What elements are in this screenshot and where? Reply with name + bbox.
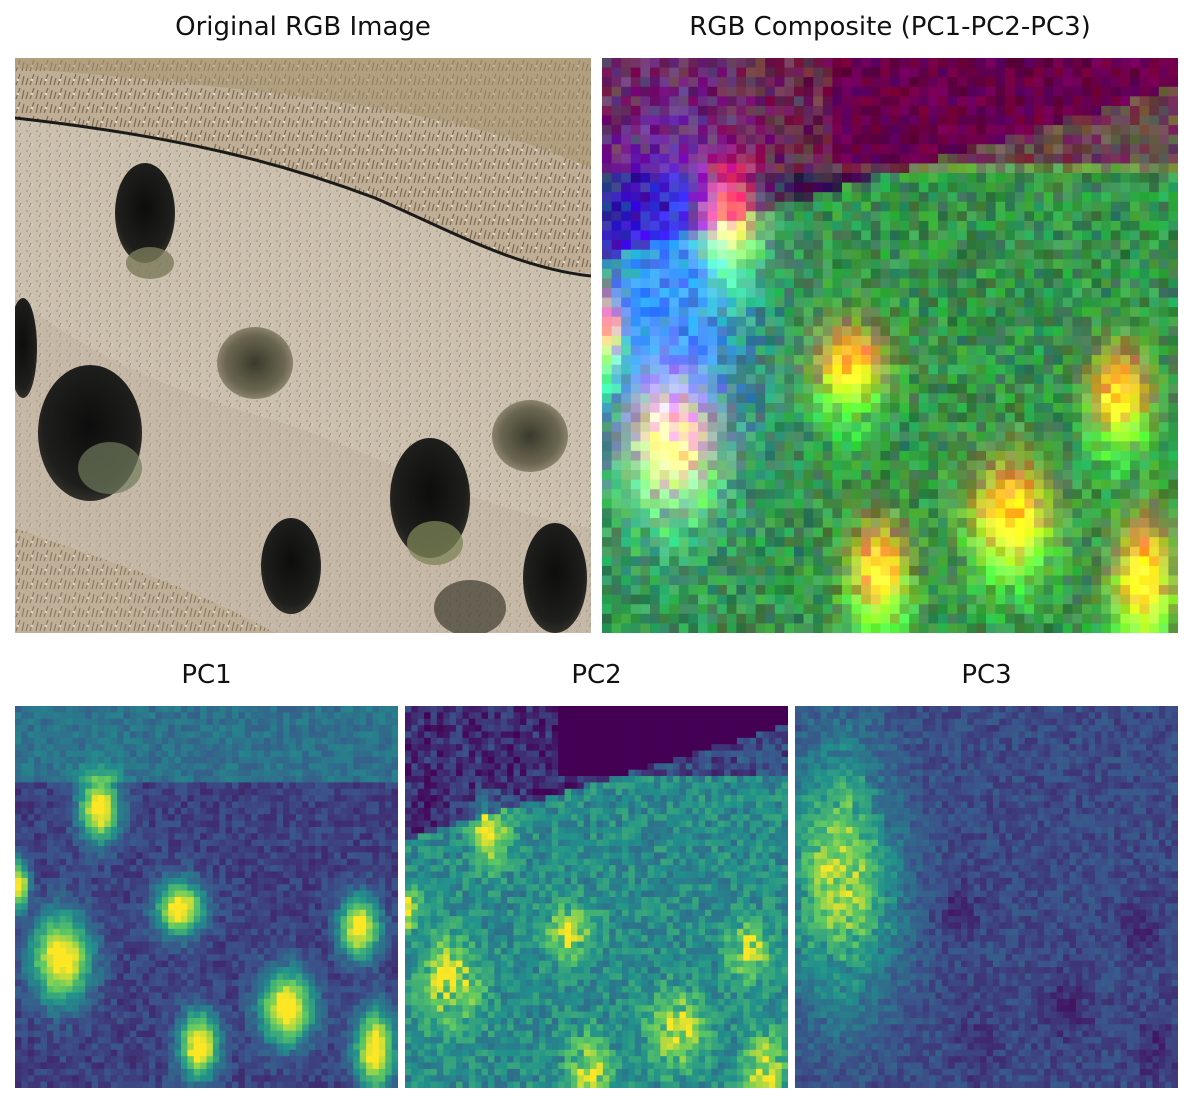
rgb-composite-image [602, 58, 1178, 633]
original-rgb-image [15, 58, 591, 633]
pc2-heatmap [405, 706, 788, 1088]
pc3-title: PC3 [961, 660, 1012, 690]
pc3-heatmap [795, 706, 1178, 1088]
composite-image-title: RGB Composite (PC1-PC2-PC3) [689, 12, 1091, 42]
pc1-heatmap [15, 706, 398, 1088]
pc1-title: PC1 [181, 660, 232, 690]
original-image-title: Original RGB Image [175, 12, 431, 42]
pc2-title: PC2 [571, 660, 622, 690]
